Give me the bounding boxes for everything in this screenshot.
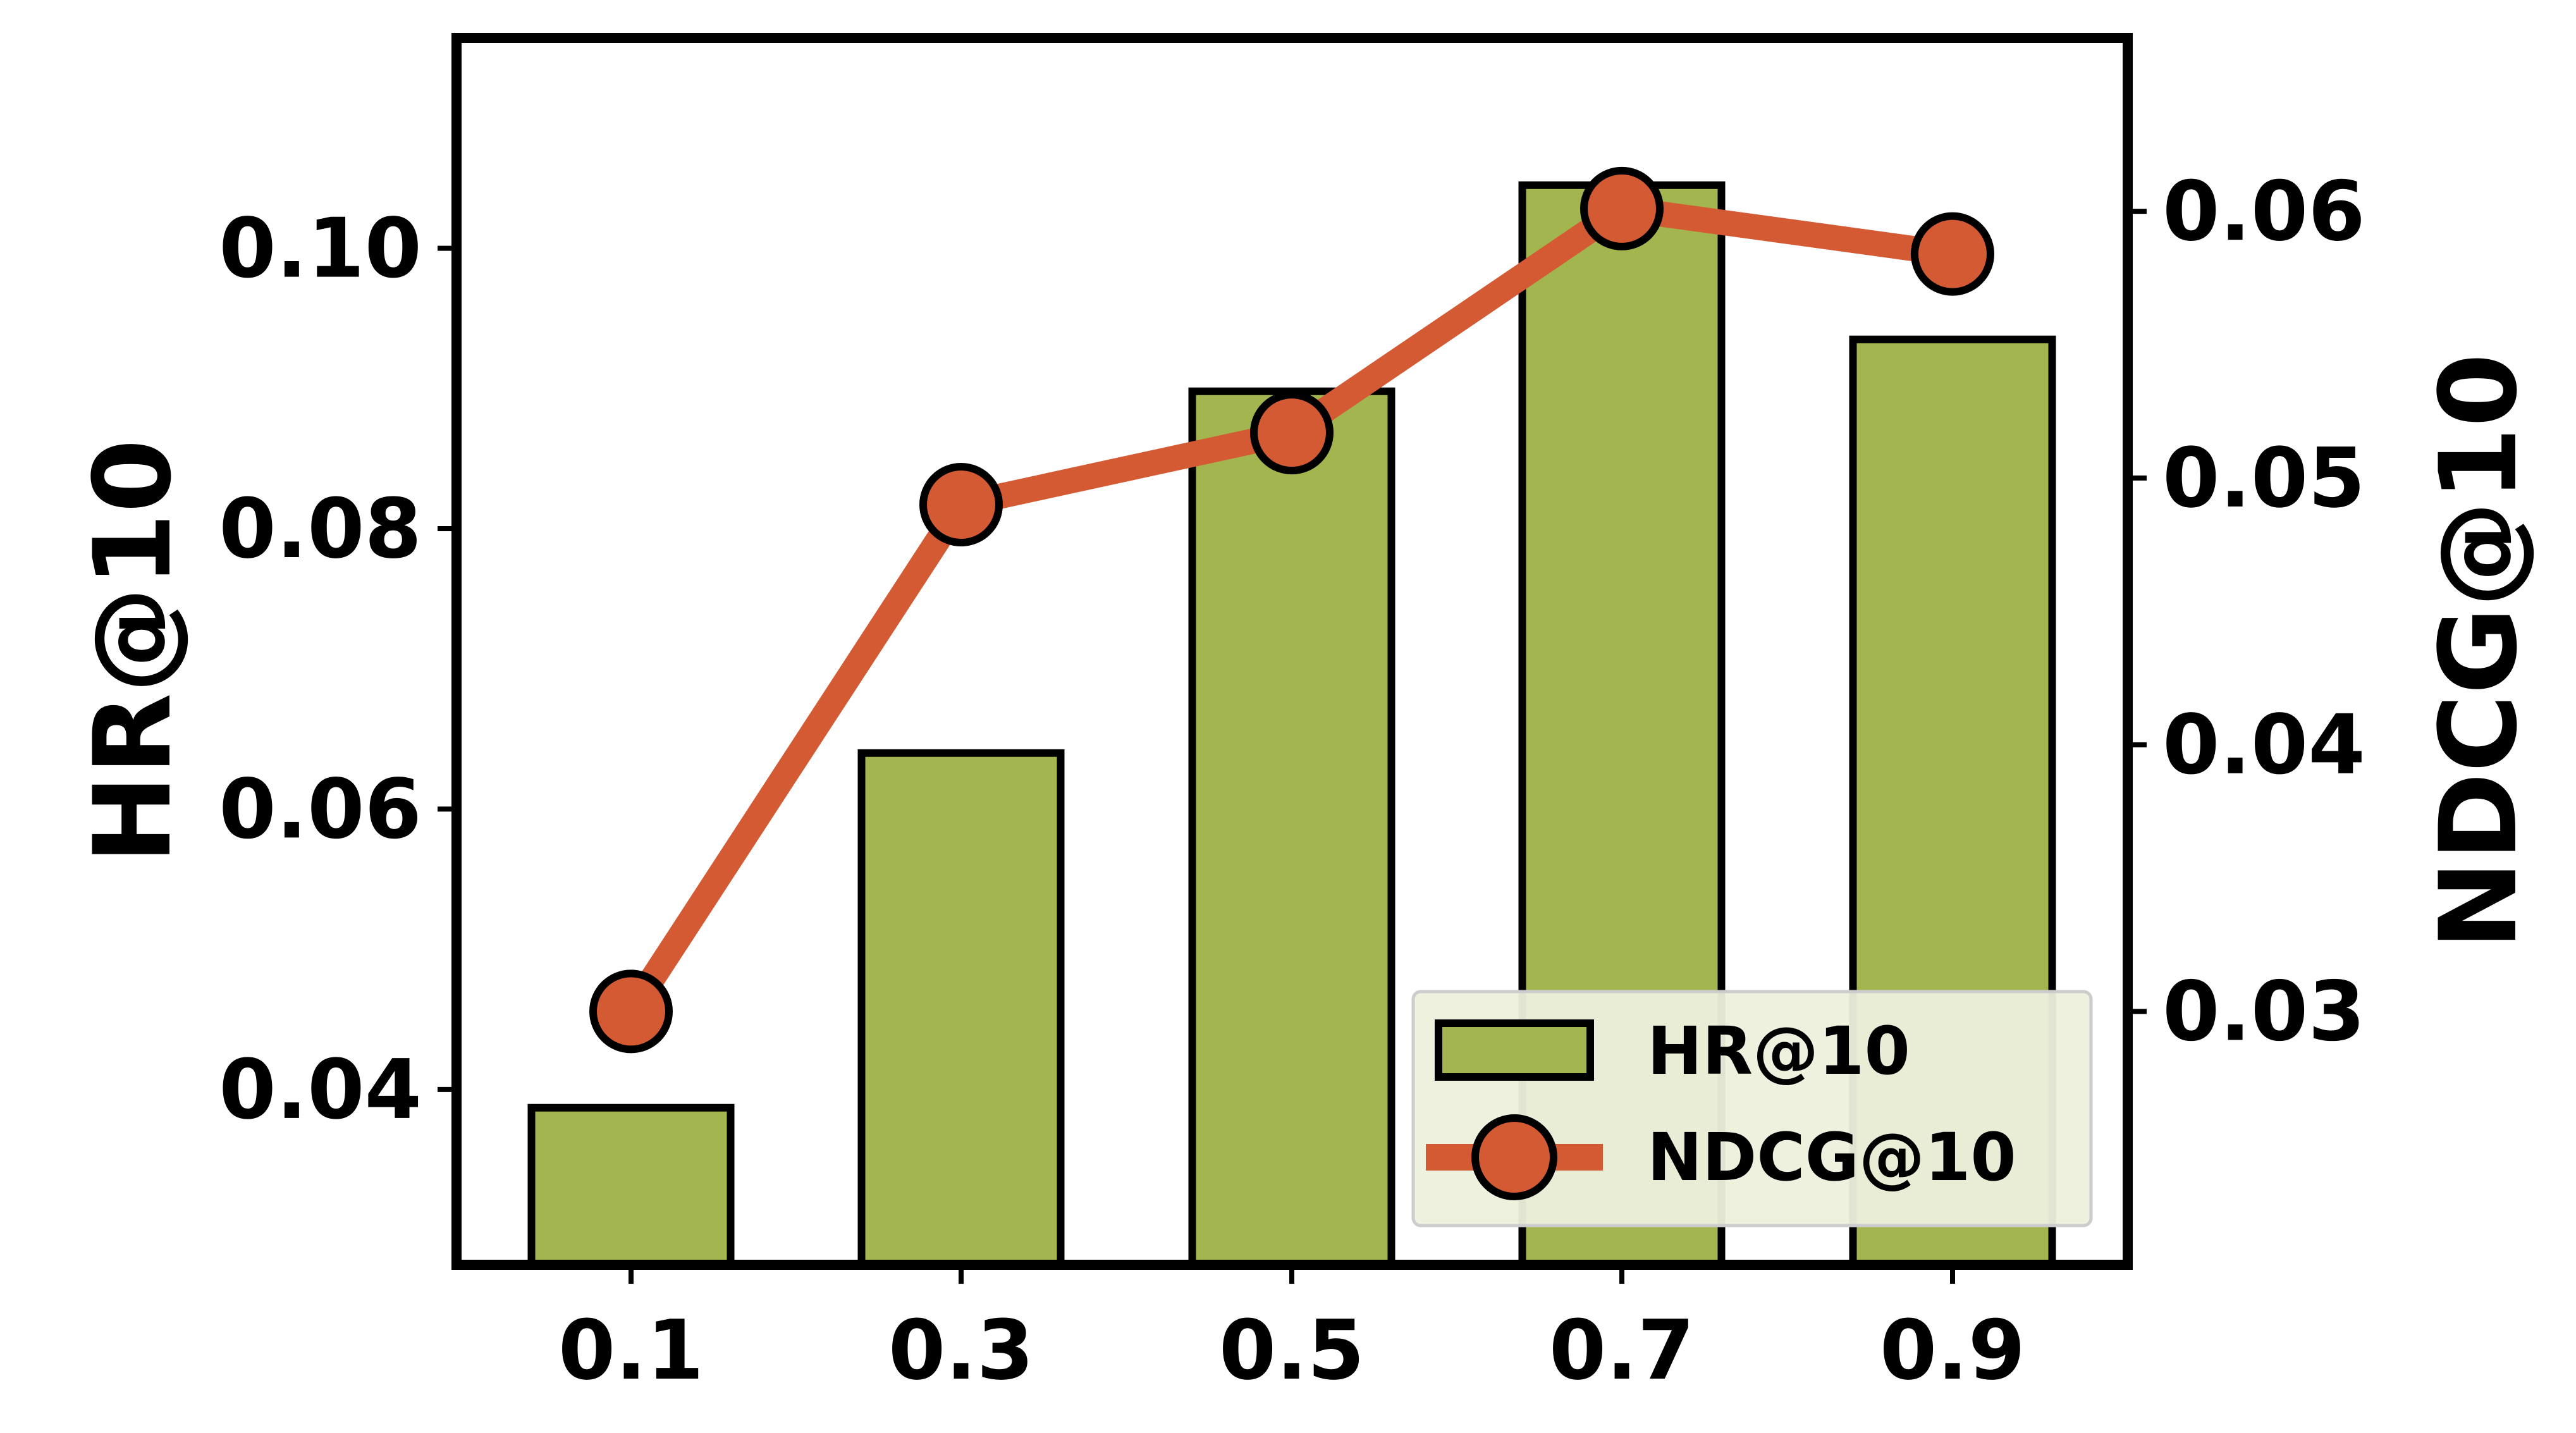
x-tick-label: 0.9 [1880, 1302, 2025, 1398]
point-ndcg-0.7 [1580, 166, 1664, 250]
bar-hr-0.3 [857, 749, 1065, 1269]
y2-tick-label: 0.06 [2162, 163, 2365, 259]
legend-label-ndcg: NDCG@10 [1647, 1119, 2016, 1196]
legend: HR@10 NDCG@10 [1411, 990, 2093, 1227]
y-tick-label: 0.10 [219, 200, 422, 297]
y-axis-title: HR@10 [71, 439, 195, 864]
legend-line-marker [1471, 1114, 1557, 1200]
legend-bar-swatch [1435, 1019, 1594, 1081]
legend-label-hr: HR@10 [1647, 1012, 1910, 1090]
x-tick-label: 0.7 [1549, 1302, 1695, 1398]
y-tick-label: 0.04 [219, 1042, 422, 1138]
point-ndcg-0.9 [1911, 212, 1994, 296]
y2-tick-label: 0.05 [2162, 430, 2365, 526]
y2-tick-label: 0.03 [2162, 963, 2365, 1059]
bar-hr-0.1 [527, 1104, 735, 1269]
x-tick-label: 0.1 [558, 1302, 704, 1398]
point-ndcg-0.1 [589, 969, 673, 1054]
x-tick-label: 0.5 [1219, 1302, 1365, 1398]
y2-axis-title: NDCG@10 [2417, 353, 2541, 949]
y2-tick-label: 0.04 [2162, 697, 2365, 793]
y-tick-label: 0.06 [219, 761, 422, 857]
point-ndcg-0.5 [1250, 391, 1334, 475]
y-tick-label: 0.08 [219, 481, 422, 577]
x-tick-label: 0.3 [888, 1302, 1034, 1398]
point-ndcg-0.3 [919, 463, 1003, 547]
bar-hr-0.5 [1188, 387, 1395, 1269]
